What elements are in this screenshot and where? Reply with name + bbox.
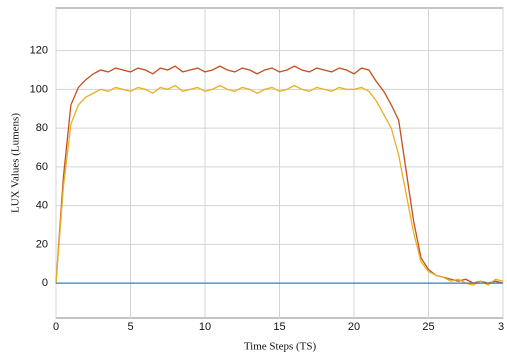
y-axis-label: LUX Values (Lumens) — [10, 113, 22, 213]
y-tick-label: 120 — [30, 45, 48, 57]
x-tick-label: 5 — [127, 321, 133, 333]
series-line — [55, 84, 504, 286]
x-axis-label: Time Steps (TS) — [244, 341, 317, 353]
y-tick-label: 0 — [42, 277, 48, 289]
x-tick-label: 3 — [498, 321, 504, 333]
y-tick-label: 20 — [36, 238, 48, 250]
y-tick-label: 40 — [36, 200, 48, 212]
x-tick-label: 10 — [199, 321, 211, 333]
x-tick-label: 25 — [422, 321, 434, 333]
y-tick-label: 80 — [36, 122, 48, 134]
x-tick-label: 20 — [348, 321, 360, 333]
y-tick-label: 100 — [30, 83, 48, 95]
series-line — [55, 65, 504, 284]
x-tick-label: 15 — [273, 321, 285, 333]
y-tick-label: 60 — [36, 161, 48, 173]
x-tick-label: 0 — [53, 321, 59, 333]
